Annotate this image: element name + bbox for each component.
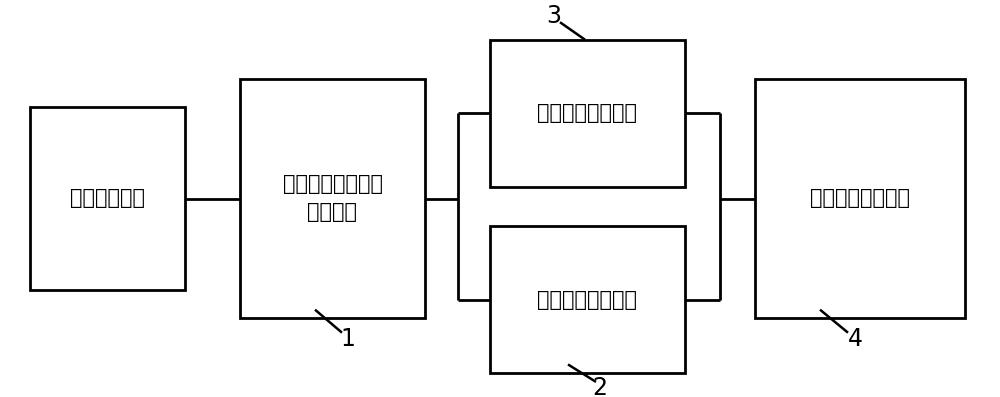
Bar: [30, 107, 185, 290]
Text: 单相交流电路: 单相交流电路: [70, 189, 145, 208]
Text: 第二触发控制电路: 第二触发控制电路: [538, 103, 638, 123]
Bar: [490, 40, 685, 187]
Text: 触发信号产生电路: 触发信号产生电路: [810, 189, 910, 208]
Text: 1: 1: [341, 328, 355, 351]
Bar: [755, 79, 965, 318]
Bar: [490, 226, 685, 373]
Text: 4: 4: [848, 328, 862, 351]
Text: 正弦波正负过零点
检测电路: 正弦波正负过零点 检测电路: [283, 175, 382, 222]
Bar: [240, 79, 425, 318]
Text: 第一触发控制电路: 第一触发控制电路: [538, 290, 638, 310]
Text: 2: 2: [592, 376, 608, 397]
Text: 3: 3: [546, 4, 562, 28]
